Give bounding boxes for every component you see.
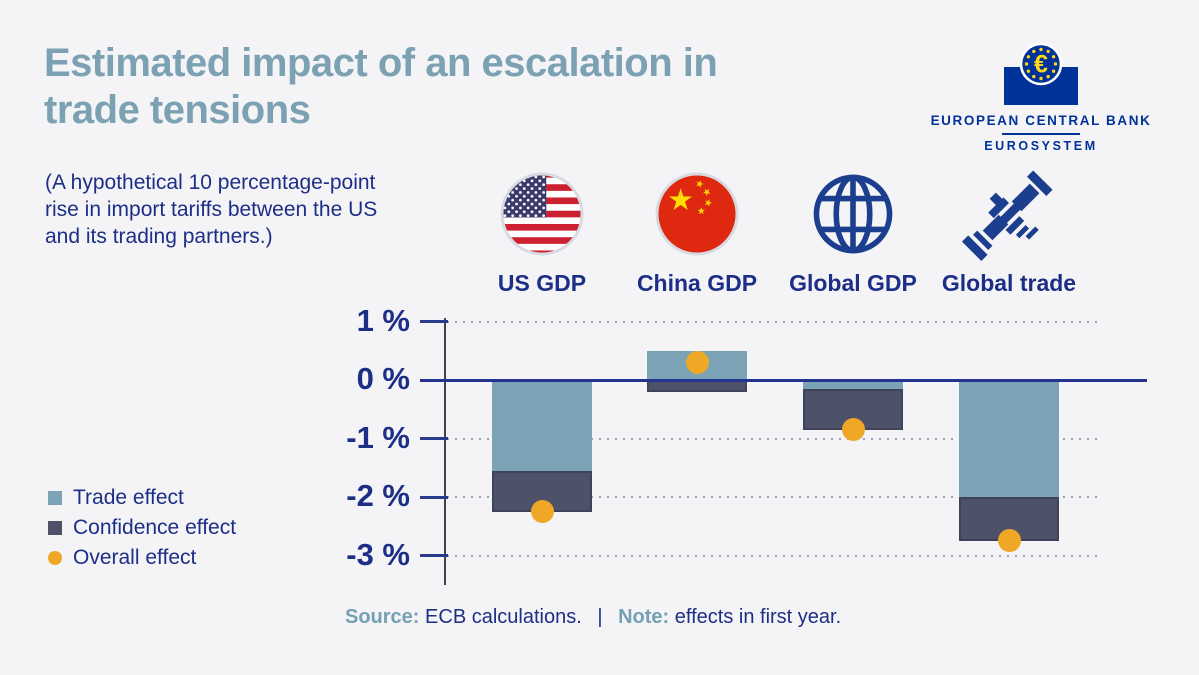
- source-note-line: Source: ECB calculations. | Note: effect…: [345, 606, 841, 629]
- overall-effect-dot: [530, 500, 554, 524]
- globe-icon: [810, 171, 896, 257]
- bar-segment-confidence-effect: [647, 380, 747, 392]
- dotted-gridline: [447, 554, 1100, 557]
- dotted-gridline: [447, 496, 1100, 498]
- y-axis-tick-label: -3 %: [346, 536, 410, 572]
- legend-item-confidence-effect: Confidence effect: [48, 513, 236, 543]
- ecb-bank-name: EUROPEAN CENTRAL BANK: [930, 113, 1152, 128]
- axis-tick: [420, 437, 448, 440]
- svg-text:€: €: [1034, 51, 1048, 79]
- dotted-gridline: [447, 320, 1100, 323]
- china-flag-icon: [654, 171, 740, 257]
- column-label-global-gdp: Global GDP: [789, 270, 917, 296]
- trade-effect-swatch-icon: [48, 491, 62, 505]
- legend-label: Confidence effect: [73, 516, 237, 539]
- y-axis-tick-label: -1 %: [346, 419, 410, 455]
- axis-tick: [420, 320, 448, 323]
- y-axis-tick-label: 1 %: [356, 302, 410, 338]
- y-axis-line: [444, 318, 446, 585]
- source-label: Source:: [345, 606, 420, 628]
- column-label-us-gdp: US GDP: [497, 270, 587, 296]
- legend-item-trade-effect: Trade effect: [48, 483, 236, 513]
- bar-segment-trade-effect: [803, 380, 903, 389]
- legend-item-overall-effect: Overall effect: [48, 543, 236, 573]
- column-label-china-gdp: China GDP: [636, 270, 758, 296]
- overall-effect-dot-icon: [48, 551, 62, 565]
- axis-tick: [420, 554, 448, 557]
- handshake-icon: [957, 170, 1061, 262]
- legend-label: Trade effect: [73, 486, 184, 509]
- overall-effect-dot: [997, 529, 1021, 553]
- note-text: effects in first year.: [674, 606, 842, 628]
- note-label: Note:: [618, 606, 670, 628]
- page-title: Estimated impact of an escalation in tra…: [44, 41, 718, 133]
- overall-effect-dot: [685, 350, 709, 374]
- legend-label: Overall effect: [73, 546, 197, 569]
- ecb-system-name: EUROSYSTEM: [984, 138, 1098, 153]
- source-text: ECB calculations.: [425, 606, 582, 628]
- y-axis-tick-label: 0 %: [356, 361, 410, 396]
- chart-legend: Trade effect Confidence effect Overall e…: [48, 483, 236, 573]
- confidence-effect-swatch-icon: [48, 521, 62, 535]
- us-flag-icon: [499, 171, 585, 257]
- separator: |: [597, 606, 603, 628]
- bar-segment-trade-effect: [959, 380, 1059, 497]
- column-label-global-trade: Global trade: [941, 270, 1077, 296]
- bar-segment-trade-effect: [492, 380, 592, 471]
- ecb-euro-emblem-icon: €: [928, 42, 1154, 106]
- overall-effect-dot: [841, 418, 865, 442]
- bar-segment-confidence-effect: [959, 497, 1059, 541]
- chart-subtitle: (A hypothetical 10 percentage-point rise…: [45, 171, 378, 248]
- zero-gridline: [420, 378, 1147, 382]
- y-axis-tick-label: -2 %: [346, 478, 410, 513]
- logo-divider: [1002, 133, 1080, 135]
- axis-tick: [420, 495, 448, 499]
- dotted-gridline: [447, 437, 1100, 440]
- ecb-logo: € EUROPEAN CENTRAL BANK EUROSYSTEM: [928, 42, 1154, 153]
